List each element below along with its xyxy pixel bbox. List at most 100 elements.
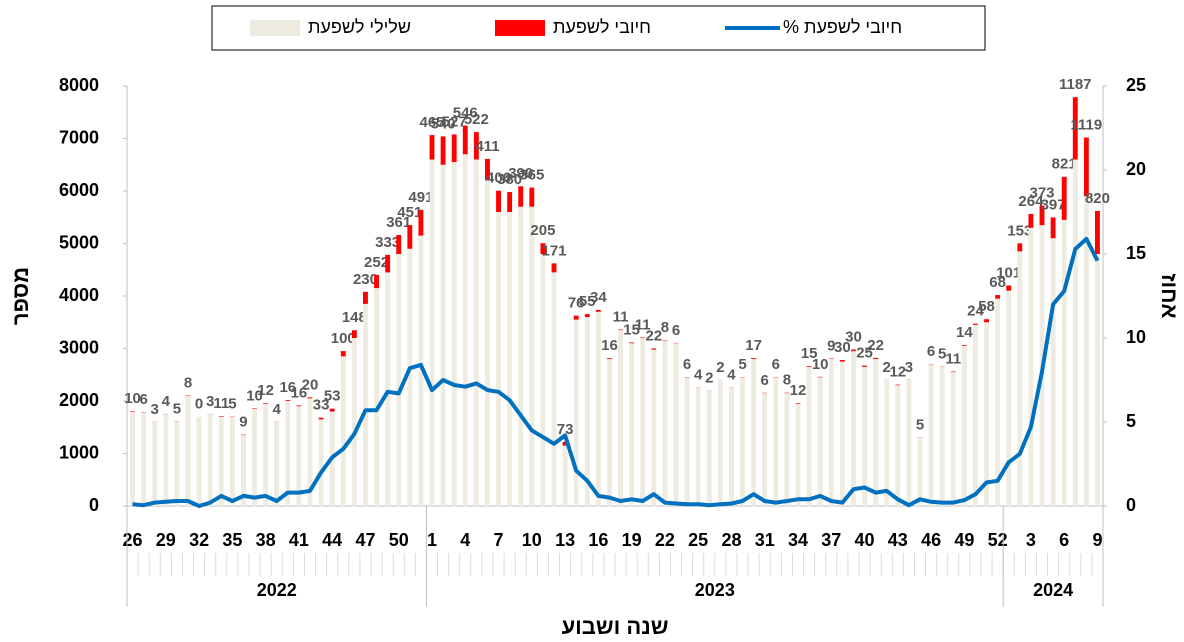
data-label: 465 [419,114,444,131]
group-label: 2024 [1033,580,1073,600]
data-label: 6 [683,356,691,373]
bar-segment [551,272,557,506]
bar-segment [1095,254,1100,506]
bar-segment [629,342,635,344]
data-label: 25 [856,345,873,362]
bar-segment [407,225,413,249]
bar-segment [740,377,745,506]
bar-segment [595,311,601,506]
y-tick-label: 5000 [59,232,99,252]
data-label: 12 [790,382,807,399]
data-label: 397 [1041,196,1066,213]
x-tick-label: 6 [1059,530,1069,550]
bar-segment [806,366,812,367]
x-tick-label: 7 [494,530,504,550]
bar-segment [873,359,879,506]
legend-label: שלילי לשפעת [308,17,411,37]
data-label: 100 [331,330,356,347]
bar-segment [263,403,269,506]
data-label: 16 [601,337,618,354]
data-label: 411 [475,138,499,155]
data-label: 55 [579,293,596,310]
bar-segment [895,385,901,506]
bar-segment [485,158,490,181]
bar-segment [662,340,668,506]
bar-segment [351,330,357,338]
bar-segment [318,417,324,420]
bar-segment [363,303,368,506]
x-tick-label: 44 [322,530,342,550]
data-label: 58 [978,298,995,315]
line [132,236,1100,508]
data-label: 491 [408,189,433,206]
bar-segment [351,338,357,506]
x-tick-label: 34 [788,530,808,550]
y2-tick-label: 25 [1126,75,1146,95]
x-tick-label: 29 [156,530,176,550]
bar-segment [640,337,646,338]
data-label: 22 [867,337,884,354]
data-label: 390 [508,165,533,182]
data-label: 3 [151,401,159,418]
bar-segment [618,329,623,331]
bar-segment [1017,243,1023,252]
bar-segment [873,357,879,359]
x-tick-label: 52 [988,530,1008,550]
data-label: 205 [530,222,555,239]
bar-segment [307,398,313,506]
x-tick-label: 19 [622,530,642,550]
data-label: 34 [590,289,607,306]
y2-title: אחוז [1157,273,1182,318]
data-label: 16 [291,384,308,401]
bar-segment [573,319,579,506]
bar-segment [651,348,657,350]
x-tick-label: 13 [555,530,575,550]
x-tick-label: 43 [888,530,908,550]
bar-segment [429,135,435,160]
data-label: 4 [694,367,703,384]
bar-segment [773,377,779,506]
data-label: 2 [716,359,724,376]
bar-segment [1017,251,1023,506]
group-label: 2023 [695,580,735,600]
data-label: 22 [645,327,662,344]
bar-segment [296,405,302,407]
data-label: 546 [453,105,478,122]
bar-segment [518,206,524,506]
bar-segment [884,380,890,506]
bar-segment [1061,219,1067,506]
bar-segment [462,154,468,506]
y-tick-label: 4000 [59,285,99,305]
bar-segment [906,380,912,506]
data-label: 17 [745,337,762,354]
data-label: 406 [486,170,511,187]
x-tick-label: 25 [688,530,708,550]
bar-segment [607,358,612,359]
data-label: 5 [228,395,236,412]
bar-segment [540,243,546,254]
data-label: 373 [1029,185,1054,202]
data-label: 30 [834,339,851,356]
data-label: 12 [889,364,906,381]
x-tick-label: 3 [1026,530,1036,550]
y-tick-label: 6000 [59,180,99,200]
bar-segment [296,406,302,506]
bar-segment [551,263,557,273]
bar-segment [862,366,867,506]
bar-segment [1028,227,1034,506]
bar-segment [584,314,590,317]
bar-segment [640,338,646,506]
bar-segment [862,365,867,367]
data-label: 6 [761,372,769,389]
x-tick-label: 28 [721,530,741,550]
y-tick-label: 7000 [59,127,99,147]
bar-segment [274,422,280,506]
bar-segment [706,390,712,506]
bar-segment [839,360,845,362]
data-label: 10 [124,390,141,407]
bar-segment [141,412,147,506]
data-label: 10 [812,356,829,373]
data-label: 20 [302,376,319,393]
bar-segment [607,359,612,506]
bar-segment [396,254,402,506]
